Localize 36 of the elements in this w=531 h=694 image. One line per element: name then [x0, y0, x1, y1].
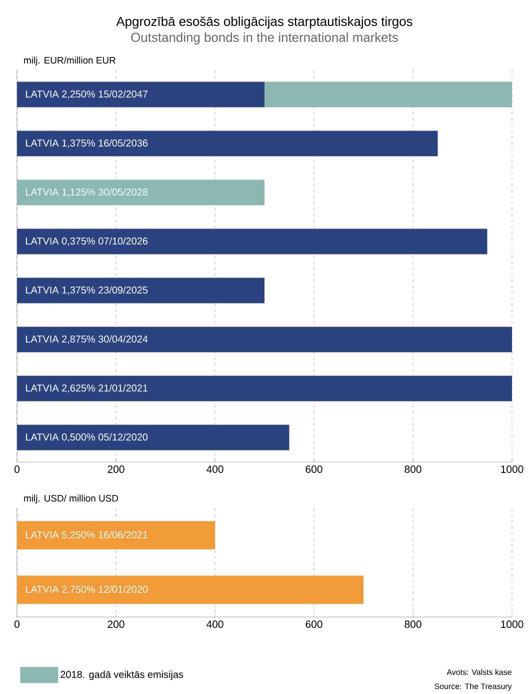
x-axis-title: milj. USD/ million USD	[24, 494, 118, 504]
bar	[17, 376, 512, 402]
x-tick-label: 600	[306, 620, 322, 628]
x-tick-label: 400	[206, 620, 224, 628]
bar	[17, 228, 488, 254]
x-tick-label: 0	[14, 620, 20, 628]
y-tick-label: LATVIA 0,375% 07/10/2026	[26, 237, 148, 246]
y-tick-label: LATVIA 1,375% 23/09/2025	[26, 286, 148, 295]
bar	[264, 82, 512, 108]
legend-label: 2018. gadā veiktās emisijas	[60, 670, 184, 680]
y-tick-label: LATVIA 2,875% 30/04/2024	[26, 335, 148, 344]
x-tick-label: 200	[108, 620, 124, 628]
x-tick-label: 1000	[501, 466, 524, 473]
x-tick-label: 0	[14, 466, 20, 473]
y-tick-label: LATVIA 2,250% 15/02/2047	[26, 90, 148, 99]
bar	[17, 278, 265, 304]
x-axis-title: milj. EUR/million EUR	[24, 56, 116, 66]
bar	[17, 424, 290, 450]
y-tick-label: LATVIA 2,625% 21/01/2021	[26, 384, 148, 393]
x-tick-label: 200	[108, 466, 124, 473]
bar	[17, 326, 512, 352]
x-tick-label: 400	[206, 466, 224, 473]
x-tick-label: 1000	[501, 620, 524, 628]
x-tick-label: 800	[404, 466, 422, 473]
x-tick-label: 800	[404, 620, 422, 628]
y-tick-label: LATVIA 5,250% 16/06/2021	[26, 531, 148, 540]
y-tick-label: LATVIA 1,375% 16/05/2036	[26, 139, 148, 148]
chart-title: Apgrozībā esošās obligācijas starptautiskajos tirgos	[116, 16, 412, 29]
y-tick-label: LATVIA 1,125% 30/05/2028	[26, 188, 148, 197]
bar	[17, 82, 265, 108]
bar	[17, 180, 265, 206]
x-tick-label: 600	[306, 466, 322, 473]
chart-subtitle: Outstanding bonds in the international markets	[131, 32, 398, 44]
bar	[17, 130, 438, 156]
y-tick-label: LATVIA 0,500% 05/12/2020	[26, 433, 148, 442]
y-tick-label: LATVIA 2,750% 12/01/2020	[26, 586, 148, 594]
